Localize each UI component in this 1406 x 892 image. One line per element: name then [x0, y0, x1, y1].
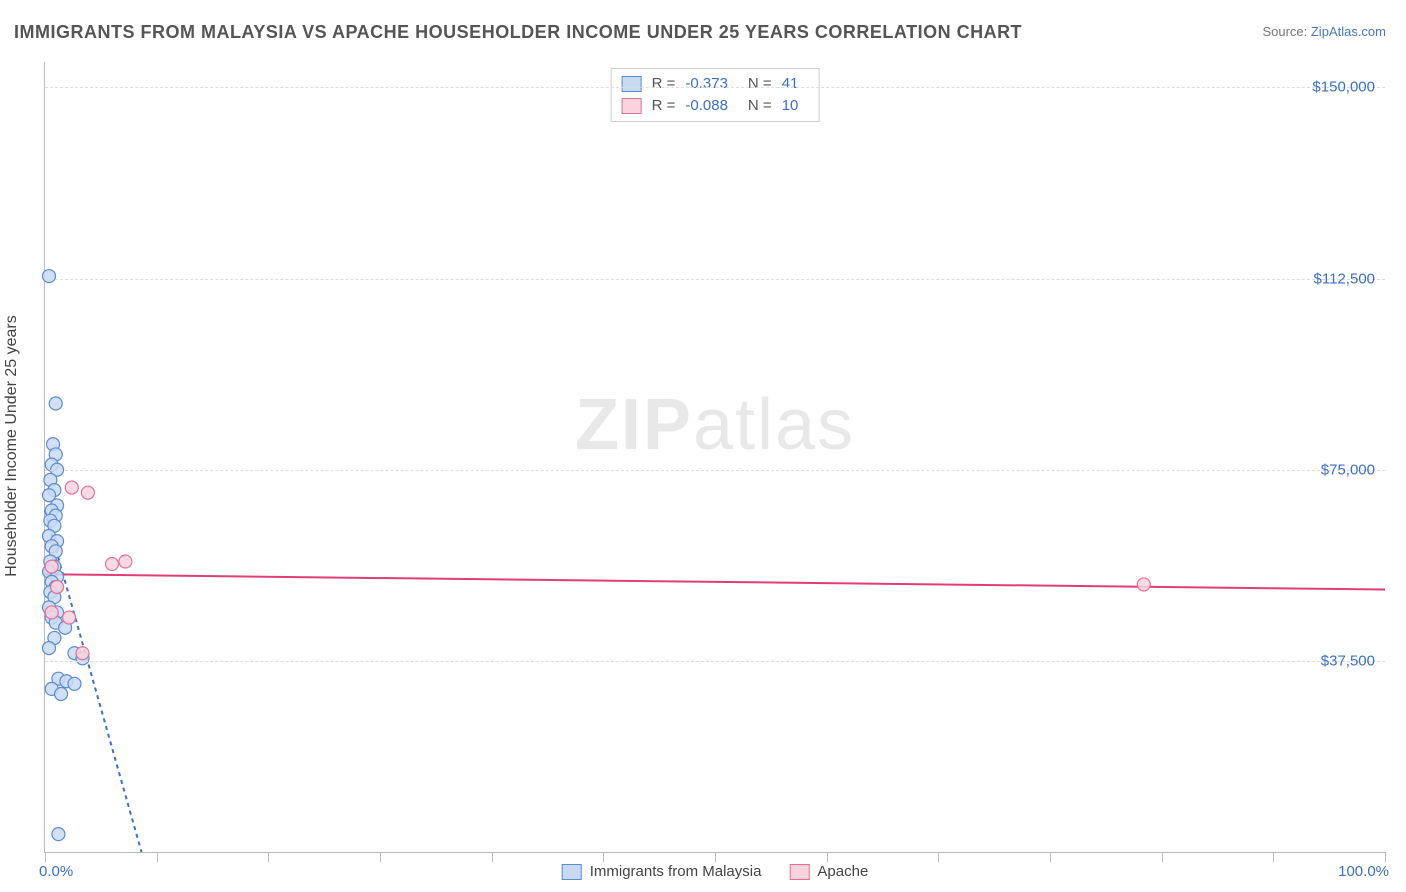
x-axis-tick	[715, 852, 716, 862]
data-point	[43, 270, 56, 283]
y-axis-tick-label: $37,500	[1321, 652, 1375, 669]
y-axis-tick-label: $150,000	[1312, 79, 1375, 96]
data-point	[65, 481, 78, 494]
swatch-series1	[562, 864, 582, 880]
swatch-series2	[789, 864, 809, 880]
data-point	[45, 560, 58, 573]
data-point	[49, 397, 62, 410]
trend-line	[45, 574, 1385, 589]
gridline-h	[45, 279, 1385, 280]
chart-title: IMMIGRANTS FROM MALAYSIA VS APACHE HOUSE…	[14, 22, 1022, 43]
x-axis-tick	[1050, 852, 1051, 862]
y-axis-title: Householder Income Under 25 years	[3, 315, 21, 576]
gridline-h	[45, 470, 1385, 471]
legend-item-series1: Immigrants from Malaysia	[562, 863, 762, 880]
x-axis-tick	[380, 852, 381, 862]
y-axis-tick-label: $112,500	[1314, 270, 1375, 287]
x-axis-tick	[1162, 852, 1163, 862]
data-point	[81, 486, 94, 499]
x-axis-tick	[268, 852, 269, 862]
x-axis-tick	[45, 852, 46, 862]
x-axis-tick	[1273, 852, 1274, 862]
legend-label-series2: Apache	[817, 863, 868, 880]
x-axis-tick	[1385, 852, 1386, 862]
x-axis-tick	[938, 852, 939, 862]
data-point	[1137, 578, 1150, 591]
data-point	[55, 688, 68, 701]
x-axis-tick	[157, 852, 158, 862]
legend-item-series2: Apache	[789, 863, 868, 880]
source-attribution: Source: ZipAtlas.com	[1262, 24, 1386, 39]
x-axis-label-max: 100.0%	[1338, 863, 1389, 880]
data-point	[76, 647, 89, 660]
chart-plot-area: ZIPatlas R = -0.373 N = 41 R = -0.088 N …	[44, 62, 1385, 853]
x-axis-tick	[827, 852, 828, 862]
data-point	[68, 677, 81, 690]
data-point	[52, 828, 65, 841]
data-point	[106, 558, 119, 571]
legend-series-box: Immigrants from Malaysia Apache	[562, 863, 869, 880]
data-point	[51, 580, 64, 593]
gridline-h	[45, 87, 1385, 88]
data-point	[45, 606, 58, 619]
data-point	[63, 611, 76, 624]
data-point	[43, 642, 56, 655]
y-axis-tick-label: $75,000	[1321, 461, 1375, 478]
x-axis-label-min: 0.0%	[39, 863, 73, 880]
legend-label-series1: Immigrants from Malaysia	[590, 863, 762, 880]
plot-svg	[45, 62, 1385, 852]
source-link[interactable]: ZipAtlas.com	[1311, 24, 1386, 39]
data-point	[119, 555, 132, 568]
x-axis-tick	[603, 852, 604, 862]
source-prefix: Source:	[1262, 24, 1310, 39]
gridline-h	[45, 661, 1385, 662]
x-axis-tick	[492, 852, 493, 862]
